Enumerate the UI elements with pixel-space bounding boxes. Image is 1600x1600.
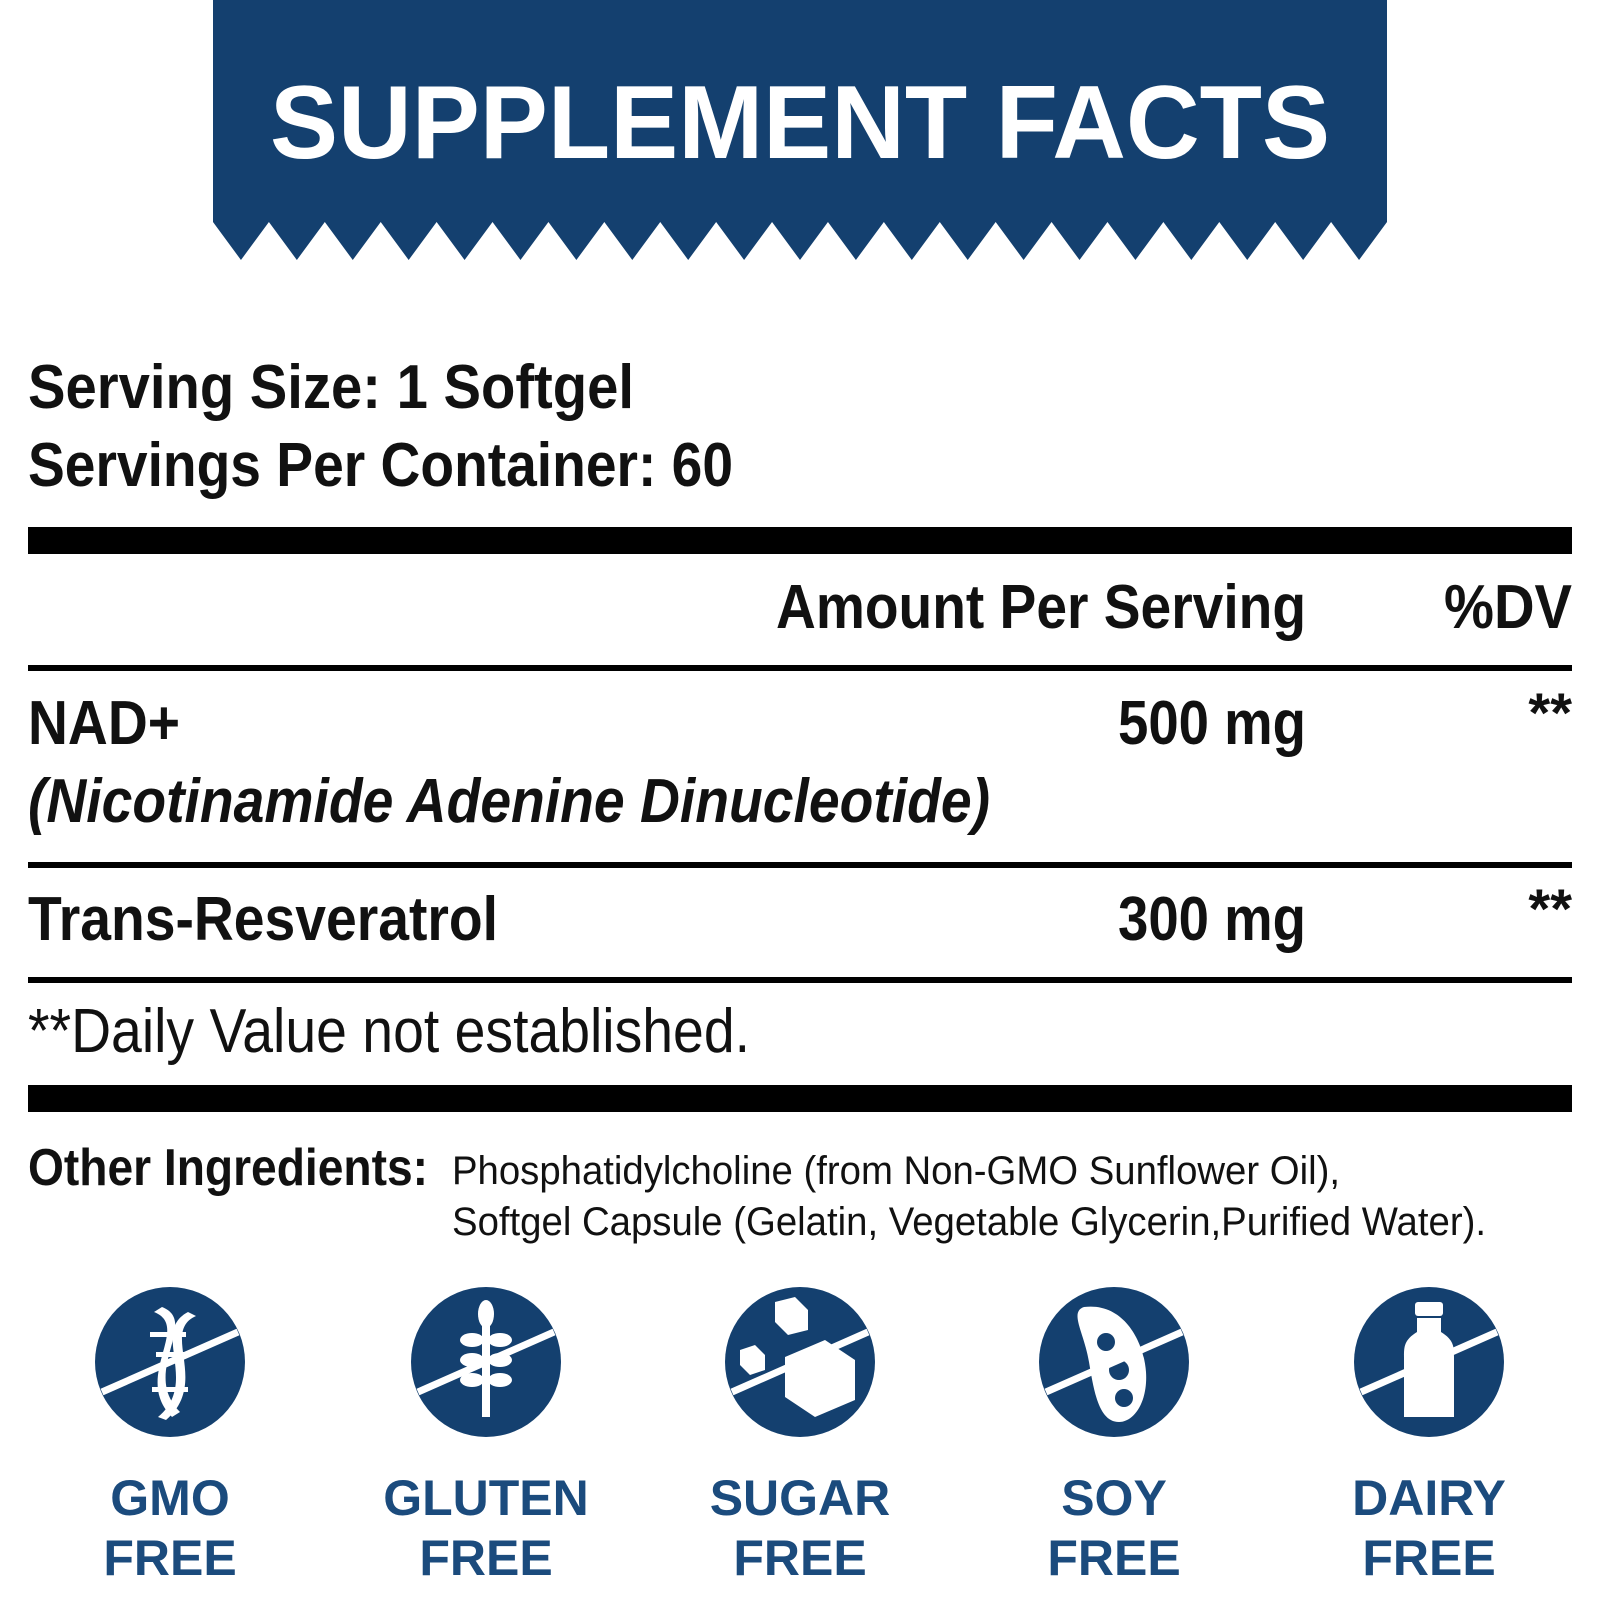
ingredient-name: Trans-Resveratrol — [28, 885, 498, 954]
gluten-icon — [411, 1287, 561, 1437]
rule — [28, 977, 1572, 983]
thick-rule — [28, 527, 1572, 554]
badge-label: FREE — [103, 1530, 236, 1586]
badge-label: GLUTEN — [383, 1470, 589, 1526]
daily-value: ** — [1528, 681, 1572, 744]
badge-label: FREE — [1047, 1530, 1180, 1586]
footnote: **Daily Value not established. — [28, 997, 750, 1066]
badge-label: DAIRY — [1352, 1470, 1506, 1526]
servings-per-container: Servings Per Container: 60 — [28, 431, 733, 500]
soy-icon — [1039, 1287, 1189, 1437]
badge-label: FREE — [419, 1530, 552, 1586]
dairy-icon — [1354, 1287, 1504, 1437]
badge-label: GMO — [110, 1470, 229, 1526]
ingredient-subname: (Nicotinamide Adenine Dinucleotide) — [28, 767, 990, 836]
amount: 500 mg — [1118, 689, 1306, 758]
title: SUPPLEMENT FACTS — [270, 65, 1330, 181]
other-ingredients-label: Other Ingredients: — [28, 1139, 428, 1197]
amount: 300 mg — [1118, 885, 1306, 954]
title-banner — [213, 0, 1387, 260]
column-header: Amount Per Serving — [776, 573, 1306, 642]
ingredient-name: NAD+ — [28, 689, 180, 758]
daily-value: ** — [1528, 877, 1572, 940]
rule — [28, 862, 1572, 868]
other-ingredients-text: Phosphatidylcholine (from Non-GMO Sunflo… — [452, 1149, 1340, 1193]
badge-label: FREE — [733, 1530, 866, 1586]
badge-label: SUGAR — [710, 1470, 891, 1526]
sugar-icon — [725, 1287, 875, 1437]
rule — [28, 665, 1572, 671]
badge-label: SOY — [1061, 1470, 1167, 1526]
badge-label: FREE — [1362, 1530, 1495, 1586]
serving-size: Serving Size: 1 Softgel — [28, 353, 634, 422]
other-ingredients-text: Softgel Capsule (Gelatin, Vegetable Glyc… — [452, 1200, 1486, 1244]
thick-rule — [28, 1085, 1572, 1112]
gmo-icon — [95, 1287, 245, 1437]
column-header: %DV — [1444, 573, 1572, 642]
